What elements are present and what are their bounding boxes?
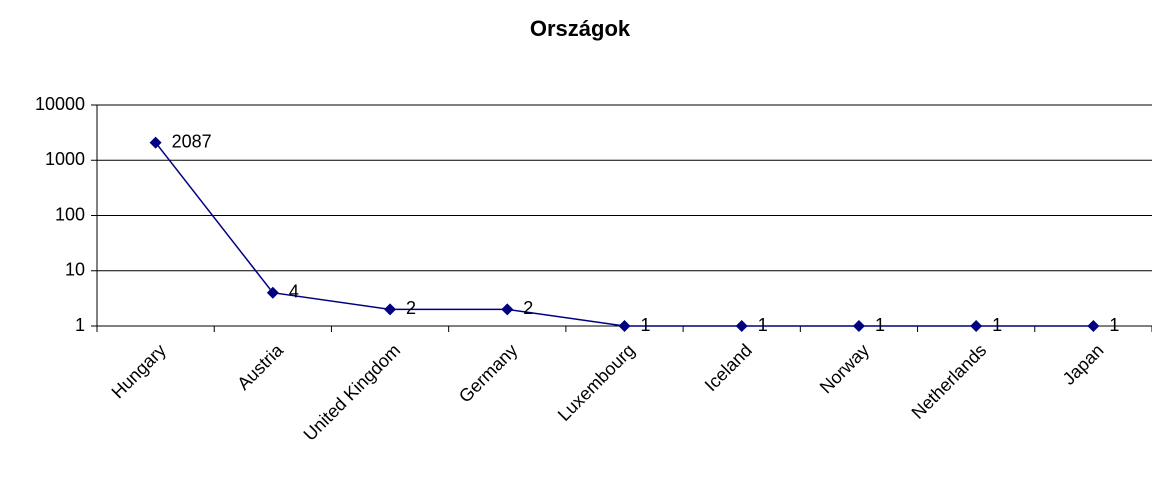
x-tick-label: Luxembourg [554,340,639,425]
data-label: 1 [992,315,1002,335]
x-tick-label: United Kingdom [300,340,405,445]
marker [501,303,514,316]
x-tick-label: Netherlands [908,340,991,423]
data-label: 2087 [172,131,212,151]
y-tick-label: 10000 [35,94,85,114]
data-label: 4 [289,281,299,301]
x-tick-label: Norway [816,340,873,397]
x-tick-label: Hungary [108,340,170,402]
marker [852,320,865,332]
y-tick-label: 1 [75,315,85,335]
marker [384,303,397,316]
marker [149,136,162,149]
marker [735,320,748,332]
y-tick-label: 10 [65,260,85,280]
marker [970,320,983,332]
marker [266,286,279,299]
marker [618,320,631,332]
chart-title: Országok [530,16,631,41]
x-tick-label: Germany [455,340,521,406]
data-label: 1 [641,315,651,335]
data-label: 2 [523,298,533,318]
marker [1087,320,1100,332]
data-label: 1 [875,315,885,335]
x-tick-label: Japan [1059,340,1108,389]
x-tick-label: Iceland [701,340,756,395]
x-tick-label: Austria [233,339,287,393]
data-label: 2 [406,298,416,318]
y-tick-label: 100 [55,204,85,224]
y-tick-label: 1000 [45,149,85,169]
data-label: 1 [1109,315,1119,335]
data-label: 1 [758,315,768,335]
